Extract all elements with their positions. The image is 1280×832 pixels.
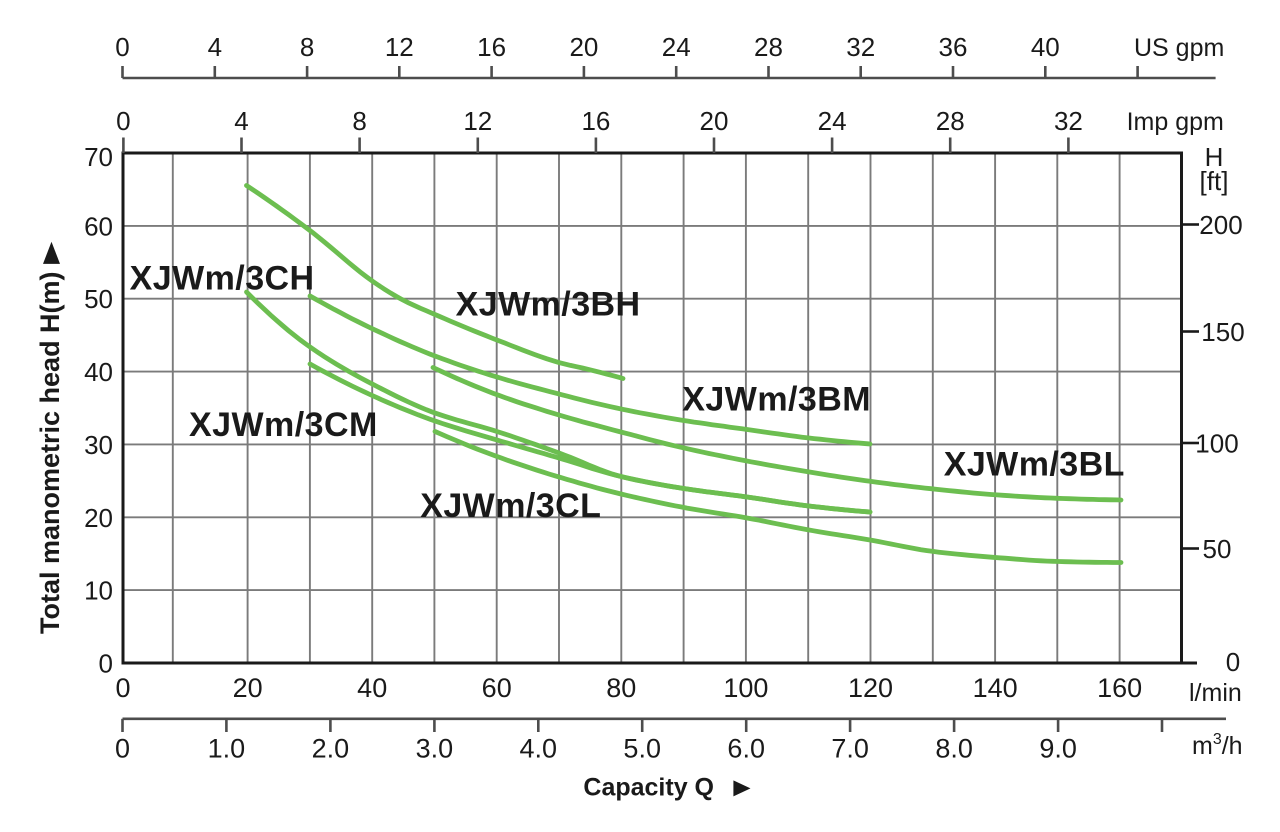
svg-text:24: 24 xyxy=(818,106,847,136)
svg-text:9.0: 9.0 xyxy=(1039,734,1077,764)
svg-text:200: 200 xyxy=(1199,210,1242,240)
svg-text:0: 0 xyxy=(1226,647,1240,677)
svg-text:0: 0 xyxy=(115,32,129,62)
svg-text:30: 30 xyxy=(84,430,113,460)
svg-text:US gpm: US gpm xyxy=(1134,34,1224,62)
svg-text:4: 4 xyxy=(208,32,222,62)
svg-text:140: 140 xyxy=(973,673,1018,703)
svg-text:50: 50 xyxy=(84,284,113,314)
svg-text:0: 0 xyxy=(116,106,130,136)
svg-text:XJWm/3CM: XJWm/3CM xyxy=(189,406,378,444)
svg-text:100: 100 xyxy=(1195,429,1238,459)
svg-text:20: 20 xyxy=(700,106,729,136)
svg-text:28: 28 xyxy=(936,106,965,136)
svg-text:16: 16 xyxy=(477,32,506,62)
svg-text:120: 120 xyxy=(848,673,893,703)
svg-text:24: 24 xyxy=(662,32,691,62)
svg-text:28: 28 xyxy=(754,32,783,62)
svg-text:XJWm/3BL: XJWm/3BL xyxy=(944,446,1125,484)
svg-text:8: 8 xyxy=(352,106,366,136)
svg-text:20: 20 xyxy=(569,32,598,62)
svg-text:60: 60 xyxy=(482,673,512,703)
svg-text:H: H xyxy=(1205,142,1224,172)
svg-text:2.0: 2.0 xyxy=(312,734,350,764)
svg-text:20: 20 xyxy=(233,673,263,703)
svg-text:3.0: 3.0 xyxy=(416,734,454,764)
svg-text:1.0: 1.0 xyxy=(208,734,246,764)
svg-text:0: 0 xyxy=(99,649,113,679)
svg-text:XJWm/3CL: XJWm/3CL xyxy=(420,487,601,525)
svg-text:XJWm/3BM: XJWm/3BM xyxy=(682,380,871,418)
svg-text:12: 12 xyxy=(385,32,414,62)
svg-text:12: 12 xyxy=(463,106,492,136)
svg-text:XJWm/3BH: XJWm/3BH xyxy=(456,285,641,323)
svg-text:0: 0 xyxy=(115,734,130,764)
svg-text:6.0: 6.0 xyxy=(727,734,765,764)
svg-text:8: 8 xyxy=(300,32,314,62)
svg-text:10: 10 xyxy=(84,576,113,606)
svg-text:7.0: 7.0 xyxy=(831,734,869,764)
svg-text:8.0: 8.0 xyxy=(935,734,973,764)
svg-text:XJWm/3CH: XJWm/3CH xyxy=(130,259,315,297)
svg-text:40: 40 xyxy=(84,357,113,387)
svg-text:0: 0 xyxy=(115,673,130,703)
svg-text:4.0: 4.0 xyxy=(520,734,558,764)
svg-text:32: 32 xyxy=(1054,106,1083,136)
svg-text:5.0: 5.0 xyxy=(623,734,661,764)
svg-text:100: 100 xyxy=(723,673,768,703)
svg-text:Total manometric head H(m): Total manometric head H(m) xyxy=(35,271,65,634)
svg-text:Capacity Q: Capacity Q xyxy=(583,774,714,802)
svg-text:160: 160 xyxy=(1097,673,1142,703)
svg-text:[ft]: [ft] xyxy=(1200,166,1229,196)
svg-text:40: 40 xyxy=(357,673,387,703)
svg-text:50: 50 xyxy=(1203,534,1232,564)
svg-text:70: 70 xyxy=(84,142,113,172)
svg-text:40: 40 xyxy=(1031,32,1060,62)
svg-text:150: 150 xyxy=(1201,317,1244,347)
svg-text:4: 4 xyxy=(234,106,248,136)
svg-text:20: 20 xyxy=(84,503,113,533)
svg-text:60: 60 xyxy=(84,211,113,241)
svg-text:36: 36 xyxy=(939,32,968,62)
svg-text:Imp gpm: Imp gpm xyxy=(1127,108,1224,136)
svg-text:80: 80 xyxy=(606,673,636,703)
svg-text:16: 16 xyxy=(581,106,610,136)
svg-text:l/min: l/min xyxy=(1189,679,1242,707)
svg-text:32: 32 xyxy=(846,32,875,62)
